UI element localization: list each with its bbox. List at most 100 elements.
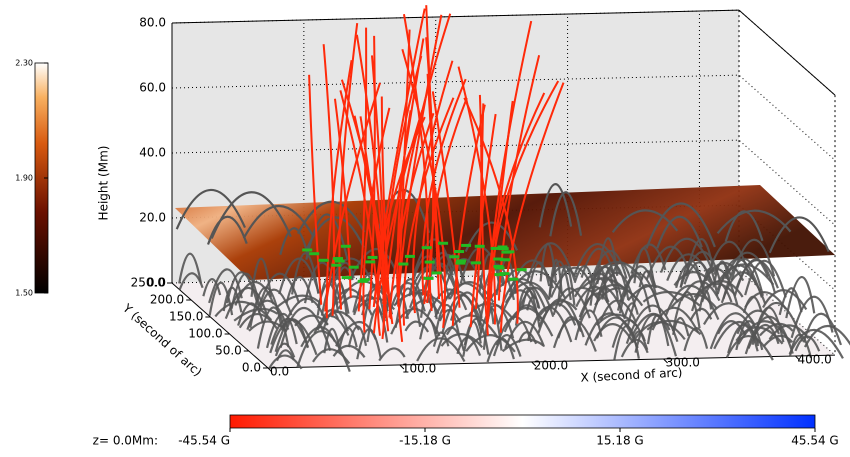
- closed-field-line: [578, 292, 615, 318]
- closed-field-line: [539, 300, 578, 316]
- open-field-line: [380, 96, 392, 320]
- open-field-line: [355, 34, 385, 304]
- tick-mark: [663, 358, 668, 364]
- closed-field-line: [768, 216, 830, 254]
- y-tick-label: 0.0: [242, 361, 261, 375]
- closed-field-line: [257, 288, 293, 316]
- open-field-line: [499, 82, 565, 333]
- closed-field-line: [759, 322, 794, 337]
- closed-field-line: [693, 279, 744, 303]
- closed-field-line: [716, 209, 792, 234]
- closed-field-line: [394, 287, 422, 328]
- open-field-line: [397, 14, 443, 307]
- closed-field-line: [465, 334, 516, 353]
- box-edge: [171, 282, 269, 369]
- closed-field-line: [504, 320, 546, 349]
- y-tick-label: 100.0: [188, 327, 222, 341]
- z-tick-label: 60.0: [139, 81, 166, 95]
- open-field-line: [308, 74, 323, 305]
- closed-field-line: [679, 259, 704, 288]
- open-field-line: [426, 73, 446, 322]
- colorbar-tick-label: -45.54 G: [178, 434, 230, 448]
- closed-field-line: [574, 309, 603, 341]
- x-tick-label: 300.0: [666, 356, 700, 370]
- grid-line: [171, 204, 836, 291]
- closed-field-line: [178, 272, 204, 291]
- closed-field-line: [410, 238, 454, 282]
- closed-field-line: [623, 302, 639, 317]
- closed-field-line: [557, 316, 585, 339]
- closed-field-line: [526, 242, 576, 282]
- closed-field-line: [625, 304, 679, 345]
- closed-field-line: [620, 338, 649, 358]
- closed-field-line: [611, 209, 679, 233]
- closed-field-line: [683, 327, 709, 352]
- closed-field-line: [698, 289, 713, 312]
- open-field-line: [396, 13, 452, 298]
- closed-field-line: [727, 323, 759, 354]
- closed-field-line: [673, 271, 714, 286]
- open-field-line: [333, 98, 352, 298]
- closed-field-line: [670, 292, 718, 309]
- y-tick-label: 250.0: [131, 276, 165, 290]
- closed-field-line: [552, 287, 591, 319]
- closed-field-line: [634, 313, 678, 357]
- closed-field-line: [501, 338, 544, 353]
- field-colorbar: [229, 414, 816, 429]
- open-field-line: [457, 66, 497, 325]
- closed-field-line: [778, 287, 803, 316]
- closed-field-line: [325, 257, 376, 291]
- closed-field-line: [440, 333, 484, 348]
- closed-field-line: [274, 342, 296, 358]
- open-field-line: [402, 97, 455, 326]
- y-tick-label: 150.0: [169, 310, 203, 324]
- closed-field-line: [580, 247, 615, 278]
- closed-field-line: [438, 308, 462, 324]
- closed-field-line: [656, 215, 703, 249]
- open-field-line: [368, 35, 376, 310]
- x-tick-label: 400.0: [797, 353, 831, 367]
- closed-field-line: [335, 320, 377, 347]
- closed-field-line: [557, 264, 576, 306]
- closed-field-line: [596, 237, 619, 280]
- closed-field-line: [300, 326, 336, 348]
- closed-field-line: [208, 268, 243, 304]
- open-field-line: [338, 22, 359, 310]
- closed-field-line: [651, 306, 700, 333]
- closed-field-line: [642, 290, 701, 307]
- closed-field-line: [702, 302, 756, 326]
- tick-mark: [795, 355, 800, 361]
- open-field-line: [431, 91, 461, 308]
- closed-field-line: [645, 245, 691, 281]
- open-field-line: [451, 104, 486, 326]
- closed-field-line: [404, 320, 430, 333]
- grid-line: [171, 9, 836, 96]
- closed-field-line: [582, 277, 628, 292]
- closed-field-line: [584, 312, 639, 349]
- closed-field-line: [237, 302, 265, 326]
- closed-field-line: [256, 306, 290, 349]
- closed-field-line: [279, 227, 309, 256]
- z-tick-label: 0.0: [147, 276, 166, 290]
- closed-field-line: [762, 334, 794, 348]
- closed-field-line: [333, 261, 355, 282]
- closed-field-line: [717, 320, 747, 336]
- colorbar-tick-label: -15.18 G: [399, 434, 451, 448]
- tick-mark: [267, 367, 273, 373]
- open-field-line: [357, 27, 368, 312]
- open-field-line: [339, 90, 380, 303]
- closed-field-line: [733, 258, 776, 297]
- closed-field-line: [248, 320, 288, 332]
- box-edge: [267, 354, 836, 369]
- closed-field-line: [312, 348, 351, 365]
- closed-field-line: [680, 280, 721, 302]
- closed-field-line: [660, 237, 715, 273]
- closed-field-line: [508, 259, 555, 293]
- closed-field-line: [206, 215, 248, 245]
- x-tick-label: 100.0: [402, 362, 436, 376]
- closed-field-line: [412, 262, 458, 296]
- x-tick-label: 200.0: [534, 359, 568, 373]
- closed-field-line: [592, 271, 637, 314]
- closed-field-line: [790, 295, 834, 339]
- closed-field-line: [725, 334, 774, 361]
